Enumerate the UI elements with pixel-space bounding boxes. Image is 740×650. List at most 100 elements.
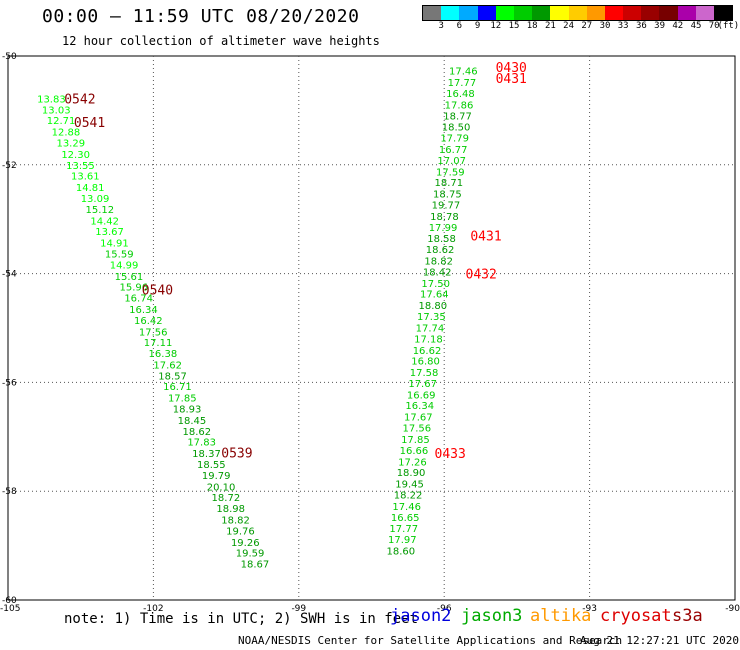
color-swatch [568,6,587,20]
wave-height-value: 18.98 [216,504,245,515]
color-scale-label: 12 [490,21,502,31]
wave-height-value: 13.03 [42,105,71,116]
x-tick-label: -96 [437,604,452,614]
wave-height-value: 18.60 [387,546,416,557]
color-swatch [714,6,733,20]
x-tick-label: -102 [143,604,163,614]
color-swatch [695,6,714,20]
wave-height-value: 15.61 [115,272,144,283]
wave-height-value: 16.65 [391,513,420,524]
wave-height-value: 17.85 [401,435,430,446]
wave-height-value: 18.42 [423,267,452,278]
color-swatch [604,6,624,20]
y-tick-label: -58 [2,487,17,497]
wave-height-value: 18.82 [221,515,250,526]
wave-height-value: 15.59 [105,249,134,260]
wave-height-value: 16.74 [124,294,153,305]
wave-height-value: 14.91 [100,239,129,250]
legend-jason2: jason2 [390,606,452,626]
units-note: note: 1) Time is in UTC; 2) SWH is in fe… [64,611,419,627]
wave-height-value: 18.77 [443,111,472,122]
wave-height-value: 12.88 [52,128,81,139]
wave-height-value: 17.35 [417,312,446,323]
y-tick-label: -60 [2,596,17,606]
time-label: 0432 [466,268,497,283]
wave-height-value: 16.77 [439,145,468,156]
wave-height-value: 15.96 [119,283,148,294]
wave-height-value: 18.67 [241,560,270,571]
color-swatch [532,6,551,20]
color-swatch [477,6,496,20]
color-scale-label: 9 [474,21,481,31]
wave-height-value: 17.99 [429,223,458,234]
wave-height-value: 17.50 [421,279,450,290]
color-swatch [659,6,678,20]
x-tick-label: -93 [582,604,597,614]
color-swatch [459,6,478,20]
wave-height-value: 17.77 [389,524,418,535]
wave-height-value: 17.83 [187,438,216,449]
wave-height-value: 17.77 [448,78,477,89]
wave-height-value: 18.71 [435,178,464,189]
wave-height-value: 19.26 [231,538,260,549]
wave-height-value: 17.74 [416,323,445,334]
wave-height-value: 16.48 [446,89,475,100]
wave-height-value: 17.86 [445,100,474,111]
wave-height-value: 15.12 [86,205,115,216]
color-scale-label: 21 [544,21,556,31]
color-scale-label: 24 [563,21,575,31]
wave-height-value: 19.79 [202,471,231,482]
plot-frame [7,55,736,601]
color-scale-label: 27 [581,21,593,31]
color-swatch [586,6,605,20]
wave-height-value: 16.69 [407,390,436,401]
wave-height-value: 17.62 [153,360,182,371]
color-scale-label: 45 [690,21,702,31]
wave-height-value: 18.50 [442,123,471,134]
color-scale-label: 33 [617,21,629,31]
color-swatch [641,6,660,20]
legend-altika: altika [530,606,592,626]
wave-height-value: 17.46 [392,502,421,513]
color-scale-bar [422,5,734,21]
wave-height-value: 17.07 [437,156,466,167]
wave-height-value: 17.79 [440,134,469,145]
wave-height-value: 14.81 [76,183,105,194]
time-label: 0541 [74,116,105,131]
color-swatch [677,6,696,20]
wave-height-value: 16.38 [149,349,178,360]
wave-height-value: 17.67 [404,413,433,424]
wave-height-value: 17.56 [139,327,168,338]
x-tick-label: -105 [0,604,20,614]
wave-height-value: 13.29 [56,138,85,149]
time-label: 0542 [64,92,95,107]
wave-height-value: 17.58 [410,368,439,379]
wave-height-value: 18.78 [430,212,459,223]
color-swatch [441,6,460,20]
y-tick-label: -54 [2,270,17,280]
wave-height-value: 17.11 [144,338,173,349]
time-label: 0539 [221,447,252,462]
wave-height-value: 14.42 [90,216,119,227]
wave-height-value: 14.99 [110,260,139,271]
wave-height-value: 18.75 [433,190,462,201]
wave-height-value: 17.67 [408,379,437,390]
wave-height-value: 18.62 [426,245,455,256]
wave-height-value: 16.62 [413,346,442,357]
wave-height-value: 18.22 [394,490,423,501]
wave-height-value: 19.76 [226,526,255,537]
wave-height-value: 17.18 [414,334,443,345]
wave-height-value: 18.82 [424,257,453,268]
color-scale-label: (ft) [717,21,740,31]
chart-subtitle: 12 hour collection of altimeter wave hei… [62,34,380,48]
wave-height-value: 13.61 [71,172,100,183]
wave-height-value: 20.10 [207,482,236,493]
color-scale-label: 42 [672,21,684,31]
y-tick-label: -52 [2,161,17,171]
color-scale-label: 15 [508,21,520,31]
color-swatch [423,6,442,20]
time-label: 0431 [470,230,501,245]
color-swatch [623,6,642,20]
footer-timestamp: Aug 21 12:27:21 UTC 2020 [580,634,739,647]
